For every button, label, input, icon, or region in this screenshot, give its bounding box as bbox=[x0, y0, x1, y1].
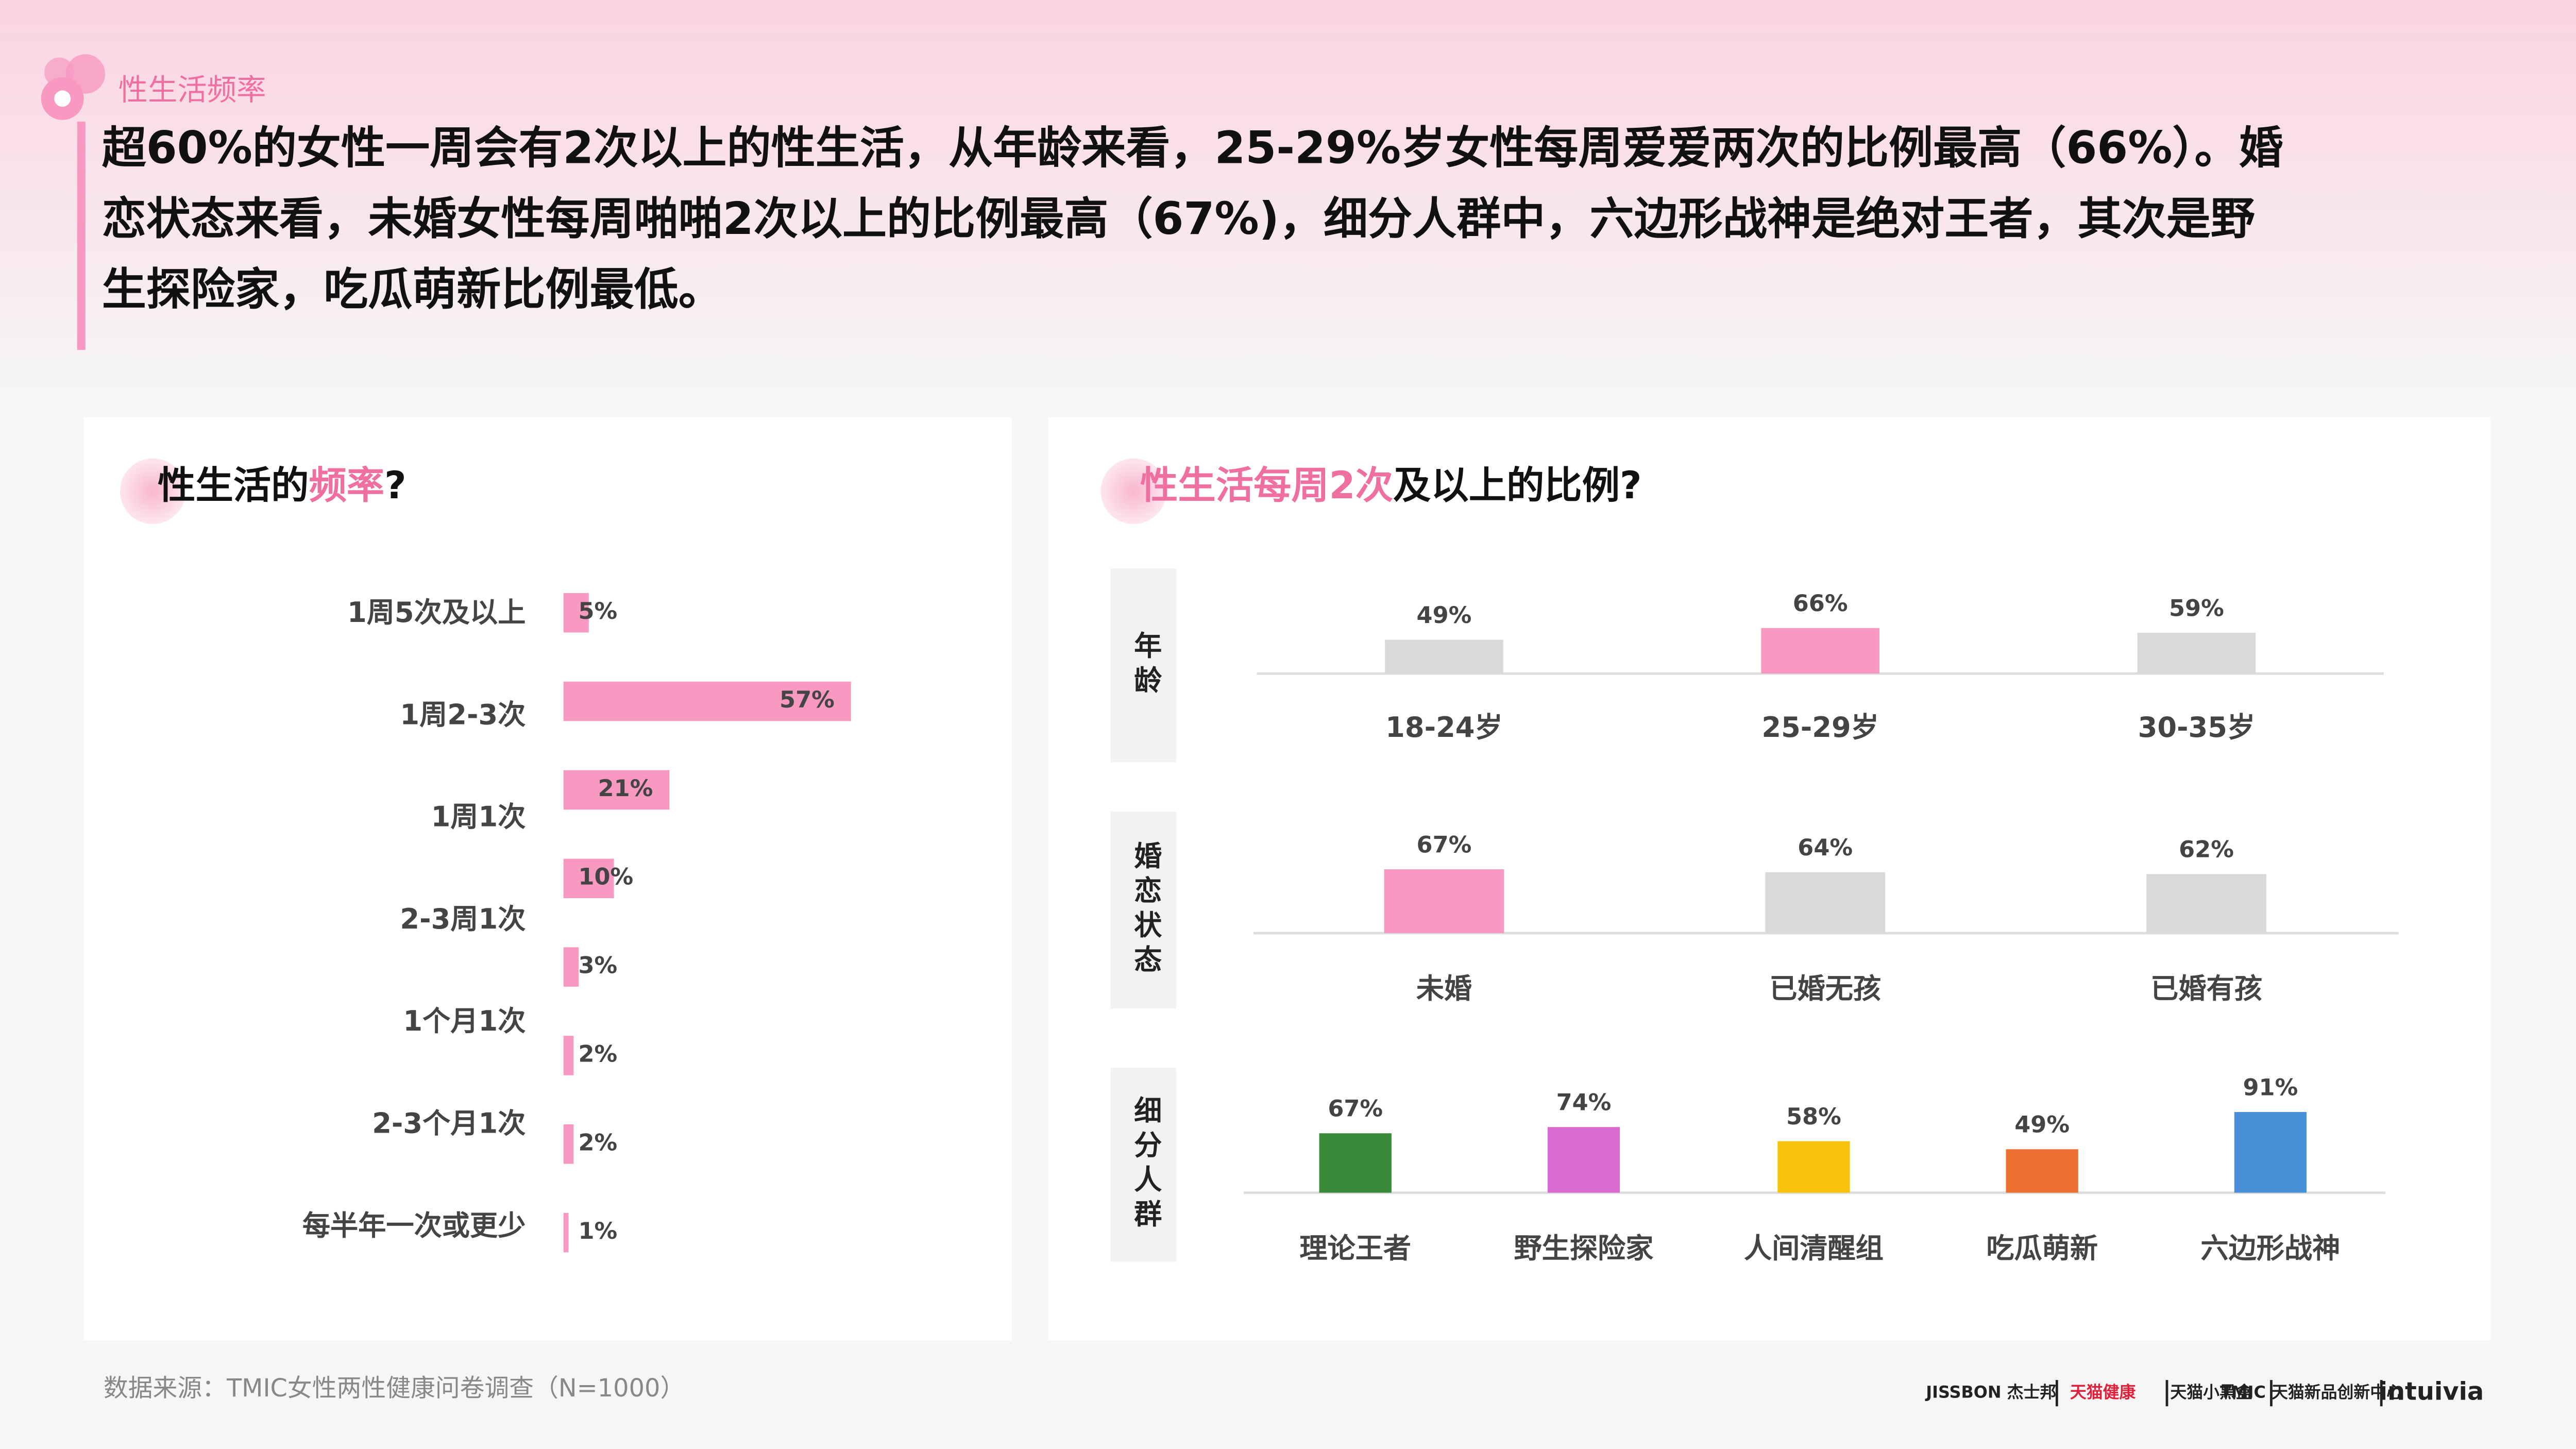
panel-label: 年龄 bbox=[1129, 631, 1162, 700]
value-label: 49% bbox=[1417, 602, 1472, 629]
logo: JISSBON 杰士邦 bbox=[1925, 1383, 2056, 1402]
panel-label-box bbox=[1110, 811, 1177, 1009]
value-label: 58% bbox=[1786, 1103, 1841, 1130]
value-label: 3% bbox=[578, 952, 617, 979]
summary-line: 恋状态来看，未婚女性每周啪啪2次以上的比例最高（67%)，细分人群中，六边形战神… bbox=[102, 193, 2255, 245]
category-label: 已婚有孩 bbox=[2150, 972, 2262, 1005]
category-label: 六边形战神 bbox=[2200, 1232, 2340, 1265]
title-part: 性生活的 bbox=[158, 464, 309, 508]
value-label: 21% bbox=[598, 775, 653, 802]
title-part: ? bbox=[384, 464, 406, 508]
category-label: 1个月1次 bbox=[403, 1005, 526, 1037]
category-label: 人间清醒组 bbox=[1744, 1232, 1884, 1265]
category-label: 2-3周1次 bbox=[400, 903, 526, 935]
value-label: 2% bbox=[578, 1129, 617, 1156]
category-label: 未婚 bbox=[1416, 972, 1472, 1005]
accent-bar bbox=[77, 121, 86, 350]
category-label: 2-3个月1次 bbox=[372, 1107, 526, 1140]
panel-label: 细分人群 bbox=[1129, 1096, 1162, 1234]
bar bbox=[563, 1212, 569, 1253]
bar bbox=[1385, 639, 1503, 674]
panel-label-box bbox=[1110, 1068, 1177, 1262]
title-blob bbox=[120, 458, 186, 525]
category-label: 25-29岁 bbox=[1761, 711, 1879, 744]
logo: 天猫小黑盒 bbox=[2170, 1383, 2253, 1402]
bar bbox=[2006, 1149, 2078, 1193]
bar bbox=[563, 770, 670, 810]
source-note: 数据来源：TMIC女性两性健康问卷调查（N=1000） bbox=[104, 1374, 685, 1403]
value-label: 67% bbox=[1417, 831, 1472, 858]
bar bbox=[1547, 1127, 1620, 1193]
value-label: 49% bbox=[2014, 1111, 2070, 1138]
chart-title: 性生活的频率? bbox=[158, 464, 406, 508]
category-label: 30-35岁 bbox=[2138, 711, 2256, 744]
value-label: 67% bbox=[1328, 1096, 1383, 1122]
bar bbox=[2234, 1111, 2307, 1193]
bar bbox=[2146, 874, 2266, 933]
value-label: 59% bbox=[2169, 595, 2224, 622]
bar bbox=[563, 858, 614, 898]
category-label: 理论王者 bbox=[1299, 1232, 1411, 1265]
category-label: 18-24岁 bbox=[1385, 711, 1503, 744]
bar bbox=[1761, 628, 1879, 674]
bar bbox=[563, 1036, 574, 1075]
title-part: 频率 bbox=[309, 464, 384, 508]
logo: 天猫健康 bbox=[2070, 1383, 2136, 1402]
summary-line: 生探险家，吃瓜萌新比例最低。 bbox=[102, 264, 723, 315]
card bbox=[83, 417, 1012, 1341]
bar bbox=[563, 593, 589, 633]
bar bbox=[2137, 633, 2256, 674]
value-label: 64% bbox=[1798, 834, 1853, 861]
title-blob bbox=[1100, 458, 1167, 525]
category-label: 1周5次及以上 bbox=[347, 596, 526, 629]
logo: TMIC 天猫新品创新中心 bbox=[2220, 1383, 2403, 1402]
title-part: 性生活每周2次 bbox=[1140, 464, 1393, 508]
flower-icon bbox=[41, 54, 106, 120]
summary-line: 超60%的女性一周会有2次以上的性生活，从年龄来看，25-29%岁女性每周爱爱两… bbox=[102, 123, 2283, 174]
value-label: 5% bbox=[578, 598, 617, 625]
value-label: 2% bbox=[578, 1040, 617, 1067]
title-part: 及以上的比例? bbox=[1393, 464, 1642, 508]
header-bg bbox=[0, 0, 2576, 395]
bar bbox=[563, 1124, 574, 1164]
bar bbox=[563, 681, 851, 721]
value-label: 57% bbox=[779, 686, 835, 713]
value-label: 62% bbox=[2179, 836, 2234, 863]
logo: intuivia bbox=[2379, 1378, 2484, 1406]
value-label: 91% bbox=[2243, 1074, 2298, 1101]
value-label: 74% bbox=[1556, 1089, 1612, 1116]
bar bbox=[1319, 1133, 1392, 1193]
bar bbox=[1384, 869, 1504, 933]
section-tag: 性生活频率 bbox=[118, 73, 266, 107]
category-label: 已婚无孩 bbox=[1769, 972, 1881, 1005]
panel-label-box bbox=[1110, 568, 1177, 763]
category-label: 1周1次 bbox=[431, 801, 526, 833]
category-label: 1周2-3次 bbox=[400, 698, 526, 731]
value-label: 10% bbox=[578, 864, 633, 890]
category-label: 每半年一次或更少 bbox=[302, 1209, 526, 1242]
category-label: 野生探险家 bbox=[1514, 1232, 1653, 1265]
bar bbox=[563, 947, 579, 987]
category-label: 吃瓜萌新 bbox=[1986, 1232, 2098, 1265]
bar bbox=[1777, 1141, 1850, 1193]
panel-label: 婚恋状态 bbox=[1129, 841, 1162, 979]
value-label: 66% bbox=[1793, 590, 1848, 617]
chart-title: 性生活每周2次及以上的比例? bbox=[1140, 464, 1642, 508]
bar bbox=[1765, 872, 1886, 933]
value-label: 1% bbox=[578, 1218, 617, 1244]
